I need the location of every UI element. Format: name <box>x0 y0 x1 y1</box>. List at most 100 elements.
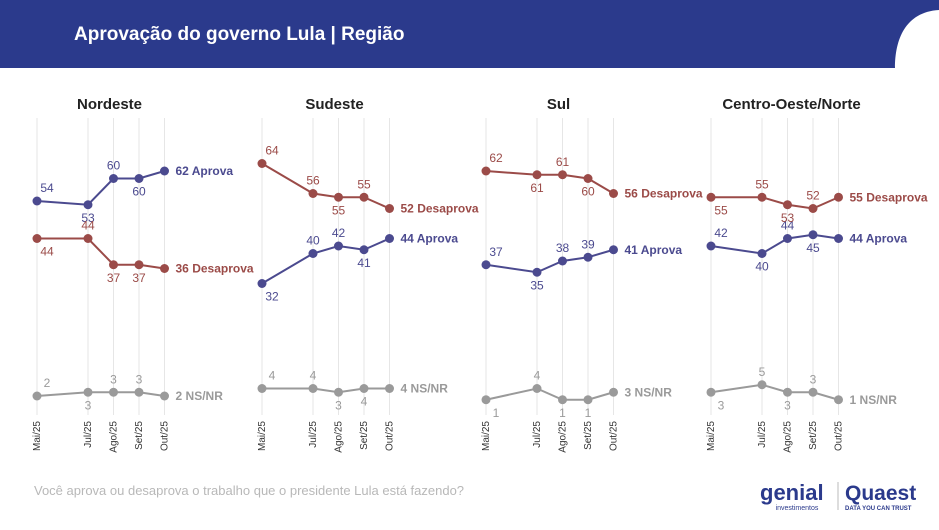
end-value: 1 <box>850 393 857 407</box>
panel-title: Centro-Oeste/Norte <box>722 96 860 113</box>
point <box>532 267 542 277</box>
x-tick-label: Set/25 <box>583 421 594 450</box>
point <box>808 387 818 397</box>
point <box>385 204 394 213</box>
point <box>757 192 767 202</box>
genial-logo: genial <box>760 480 824 505</box>
point <box>808 204 818 213</box>
point <box>558 256 567 266</box>
point <box>334 241 343 251</box>
value-label: 3 <box>718 398 725 412</box>
end-label: 55 Desaprova <box>850 190 928 204</box>
point <box>83 200 93 210</box>
series-line <box>485 387 614 401</box>
value-label: 1 <box>585 406 592 420</box>
value-label: 37 <box>489 245 503 259</box>
point <box>481 166 491 176</box>
end-label: 4 NS/NR <box>401 382 449 396</box>
page-title: Aprovação do governo Lula | Região <box>74 24 404 45</box>
point <box>609 387 618 397</box>
value-label: 55 <box>357 177 371 191</box>
value-label: 39 <box>581 237 595 251</box>
point <box>481 260 491 270</box>
point <box>583 252 593 262</box>
quaest-sub: DATA YOU CAN TRUST <box>845 506 912 512</box>
value-label: 42 <box>332 226 346 240</box>
value-label: 54 <box>40 181 54 195</box>
series-name: Aprova <box>866 232 908 246</box>
end-value: 41 <box>625 243 639 257</box>
point <box>558 170 567 180</box>
value-label: 4 <box>361 395 368 409</box>
point <box>481 395 491 405</box>
point <box>583 395 593 405</box>
end-label: 3 NS/NR <box>625 385 673 399</box>
point <box>134 387 144 397</box>
point <box>109 174 118 183</box>
point <box>83 234 93 243</box>
series-line <box>36 391 165 397</box>
series-line <box>710 383 839 401</box>
series-name: NS/NR <box>411 382 449 396</box>
end-value: 44 <box>401 232 415 246</box>
header-band <box>0 0 939 68</box>
point <box>834 234 843 243</box>
x-tick-label: Set/25 <box>134 421 145 450</box>
value-label: 38 <box>556 241 570 255</box>
panel-title: Nordeste <box>77 96 142 113</box>
point <box>109 387 118 397</box>
point <box>558 395 567 405</box>
end-value: 4 <box>401 382 408 396</box>
value-label: 44 <box>781 219 795 233</box>
x-tick-label: Jul/25 <box>532 421 543 448</box>
value-label: 41 <box>357 256 371 270</box>
point <box>257 279 267 288</box>
x-tick-label: Out/25 <box>609 421 620 451</box>
point <box>308 249 318 258</box>
x-tick-label: Ago/25 <box>558 421 569 453</box>
point <box>783 387 792 397</box>
point <box>32 196 42 206</box>
value-label: 44 <box>81 219 95 233</box>
point <box>308 189 318 198</box>
series-name: Aprova <box>417 232 459 246</box>
point <box>783 234 792 243</box>
point <box>757 380 767 390</box>
value-label: 44 <box>40 245 54 259</box>
end-value: 55 <box>850 190 864 204</box>
point <box>834 192 843 202</box>
series-name: Desaprova <box>641 187 703 201</box>
question: Você aprova ou desaprova o trabalho que … <box>34 483 464 498</box>
end-value: 52 <box>401 202 415 216</box>
point <box>32 391 42 401</box>
value-label: 1 <box>559 406 566 420</box>
value-label: 61 <box>530 181 544 195</box>
value-label: 3 <box>810 372 817 386</box>
x-tick-label: Mai/25 <box>257 421 268 451</box>
end-value: 3 <box>625 385 632 399</box>
point <box>706 241 716 251</box>
x-tick-label: Out/25 <box>834 421 845 451</box>
end-value: 2 <box>176 389 183 403</box>
x-tick-label: Mai/25 <box>481 421 492 451</box>
point <box>359 384 369 393</box>
series-line <box>485 248 614 274</box>
point <box>385 384 394 393</box>
end-value: 36 <box>176 262 190 276</box>
point <box>160 264 169 273</box>
point <box>32 234 42 243</box>
value-label: 55 <box>714 203 728 217</box>
point <box>706 387 716 397</box>
value-label: 5 <box>759 365 766 379</box>
value-label: 62 <box>489 151 503 165</box>
point <box>160 166 169 176</box>
x-tick-label: Ago/25 <box>783 421 794 453</box>
point <box>109 260 118 270</box>
value-label: 60 <box>132 185 146 199</box>
point <box>808 230 818 240</box>
value-label: 4 <box>269 369 276 383</box>
panel-title: Sul <box>547 96 570 113</box>
point <box>706 192 716 202</box>
point <box>609 245 618 255</box>
point <box>257 159 267 168</box>
